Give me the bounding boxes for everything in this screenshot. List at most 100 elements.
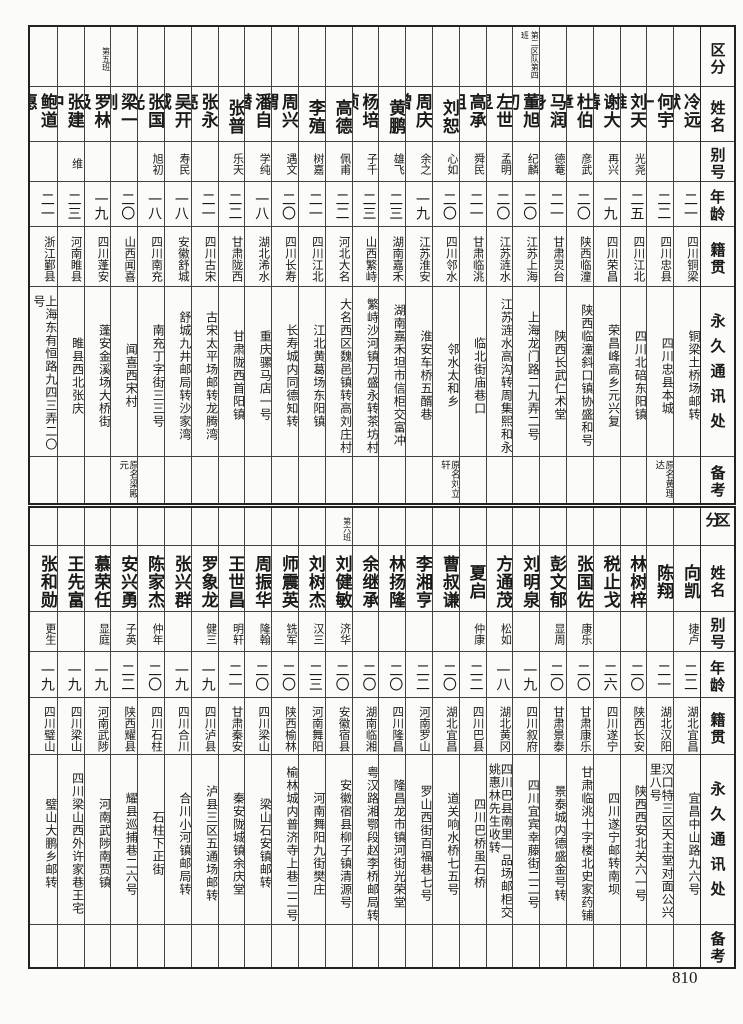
note-cell <box>85 925 111 967</box>
person-record: 第五班罗林极一九四川蓬安蓬安金溪场大桥街 <box>83 27 111 503</box>
division-cell: 第五班 <box>84 27 111 87</box>
division-cell <box>191 508 218 546</box>
address-cell: 耀县巡捕巷二六号 <box>111 755 138 925</box>
native-place-cell: 四川梁山 <box>245 698 272 755</box>
age-cell: 二二 <box>111 652 138 698</box>
address-cell: 临北街庙巷口 <box>459 287 486 457</box>
alias-cell: 旭初 <box>138 142 165 182</box>
alias-cell: 纪麟 <box>513 142 540 182</box>
name-cell: 彭文郁 <box>540 546 567 612</box>
alias-cell <box>647 612 674 652</box>
age-cell: 一八 <box>486 652 513 698</box>
note-cell <box>138 925 164 967</box>
name-cell: 李湘亨 <box>406 546 433 612</box>
native-place-cell: 甘肃康乐 <box>567 698 593 755</box>
age-cell: 二〇 <box>540 652 567 698</box>
person-record: 王世昌 明轩 二一 甘肃秦安 秦安陇城镇余庆堂 <box>217 508 245 967</box>
address-cell: 淮安车桥五醑巷 <box>406 287 433 457</box>
note-cell <box>567 925 593 967</box>
header-native: 籍贯 <box>701 227 734 287</box>
address-cell: 四川北碚东阳镇 <box>620 287 647 457</box>
division-cell <box>567 27 593 87</box>
alias-cell: 彦武 <box>567 142 593 182</box>
native-place-cell: 河南武陟 <box>84 698 111 755</box>
native-place-cell: 陕西榆林 <box>272 698 299 755</box>
address-cell: 梁山石安镇邮转 <box>245 755 272 925</box>
address-cell: 璧山大鹏乡邮转 <box>30 755 57 925</box>
person-record: 马润身德菴二一甘肃灵台陕西长武仁术堂 <box>539 27 567 503</box>
alias-cell <box>165 612 191 652</box>
name-cell: 黄鹏 <box>379 87 406 142</box>
address-cell: 四川巴桥虽石桥 <box>459 755 486 925</box>
alias-cell: 孟明 <box>486 142 513 182</box>
header-column: 区分 姓名 别号 年龄 籍贯 永久通讯处 备考 <box>700 508 734 967</box>
address-cell: 宜昌中山路九六号 <box>674 755 700 925</box>
native-place-cell: 甘肃秦安 <box>218 698 245 755</box>
name-cell: 刘恕 <box>433 87 459 142</box>
age-cell: 二〇 <box>272 182 299 227</box>
name-cell: 谢大椿 <box>593 87 620 142</box>
native-place-cell: 河南罗山 <box>406 698 433 755</box>
person-record: 鲍道惠二一浙江鄞县上海东有恒路九四三弄二〇号 <box>30 27 57 503</box>
native-place-cell: 四川叙府 <box>513 698 540 755</box>
header-native: 籍贯 <box>701 698 734 755</box>
name-cell: 刘天维 <box>620 87 647 142</box>
note-cell <box>272 925 298 967</box>
native-place-cell: 四川隆昌 <box>379 698 406 755</box>
address-cell: 罗山西街百福巷七号 <box>406 755 433 925</box>
address-cell: 长寿城内同德知转 <box>272 287 299 457</box>
division-cell: 第六班 <box>325 508 352 546</box>
native-place-cell: 四川合川 <box>165 698 191 755</box>
division-cell <box>406 27 433 87</box>
division-cell <box>165 27 191 87</box>
person-record: 税止戈 二六 四川遂宁 四川遂宁邮转南坝 <box>592 508 620 967</box>
name-cell: 马润身 <box>540 87 567 142</box>
division-cell <box>647 27 674 87</box>
age-cell: 二〇 <box>272 652 299 698</box>
header-alias: 别号 <box>701 142 734 182</box>
address-cell: 繁峙沙河镇万盛永转茶坊村 <box>352 287 379 457</box>
note-cell <box>647 925 673 967</box>
age-cell: 二〇 <box>325 652 352 698</box>
address-cell: 甘肃陇西首阳镇 <box>218 287 245 457</box>
division-cell <box>406 508 433 546</box>
division-cell <box>486 508 513 546</box>
note-cell <box>326 457 352 503</box>
person-record: 方通茂 松如 一八 湖北黄冈 四川巴县南里一品场邮柜交姚惠林先生收转 <box>485 508 513 967</box>
name-cell: 税止戈 <box>593 546 620 612</box>
age-cell: 二二 <box>674 652 700 698</box>
native-place-cell: 四川江北 <box>299 227 325 287</box>
age-cell: 一八 <box>138 182 165 227</box>
alias-cell: 铣军 <box>272 612 299 652</box>
alias-cell <box>191 142 218 182</box>
page-number: 810 <box>672 968 698 987</box>
division-cell <box>325 27 352 87</box>
name-cell: 曹叔谦 <box>433 546 459 612</box>
name-cell: 杜伯章 <box>567 87 593 142</box>
note-cell <box>621 457 647 503</box>
name-cell: 陈翔 <box>647 546 674 612</box>
address-cell: 南充丁字街三三号 <box>138 287 165 457</box>
name-cell: 李殖 <box>299 87 325 142</box>
age-cell: 二六 <box>593 652 620 698</box>
age-cell: 二二 <box>459 652 486 698</box>
address-cell: 甘肃临洮十字楼北史家药铺 <box>567 755 593 925</box>
division-cell <box>111 27 138 87</box>
person-record: 夏启 仲康 二二 四川巴县 四川巴桥虽石桥 <box>458 508 486 967</box>
alias-cell: 隆翰 <box>245 612 272 652</box>
age-cell: 二三 <box>352 182 379 227</box>
division-cell <box>459 508 486 546</box>
age-cell: 二五 <box>620 182 647 227</box>
person-record: 李殖 树嘉 二一 四川江北 江北黄葛场东阳镇 <box>298 27 325 503</box>
person-record: 潘自潜学纯一八湖北浠水重庆骡马店一号 <box>244 27 272 503</box>
native-place-cell: 河南睢县 <box>57 227 84 287</box>
age-cell: 一九 <box>191 652 218 698</box>
note-cell <box>111 925 137 967</box>
age-cell: 二一 <box>218 652 245 698</box>
note-cell <box>513 925 539 967</box>
age-cell: 二一 <box>299 182 325 227</box>
native-place-cell: 江苏涟水 <box>486 227 513 287</box>
age-cell: 二〇 <box>486 182 513 227</box>
note-cell <box>460 457 486 503</box>
person-record: 陈翔 二一 湖北汉阳 汉口特三区天主堂对面公兴里八号 <box>646 508 674 967</box>
